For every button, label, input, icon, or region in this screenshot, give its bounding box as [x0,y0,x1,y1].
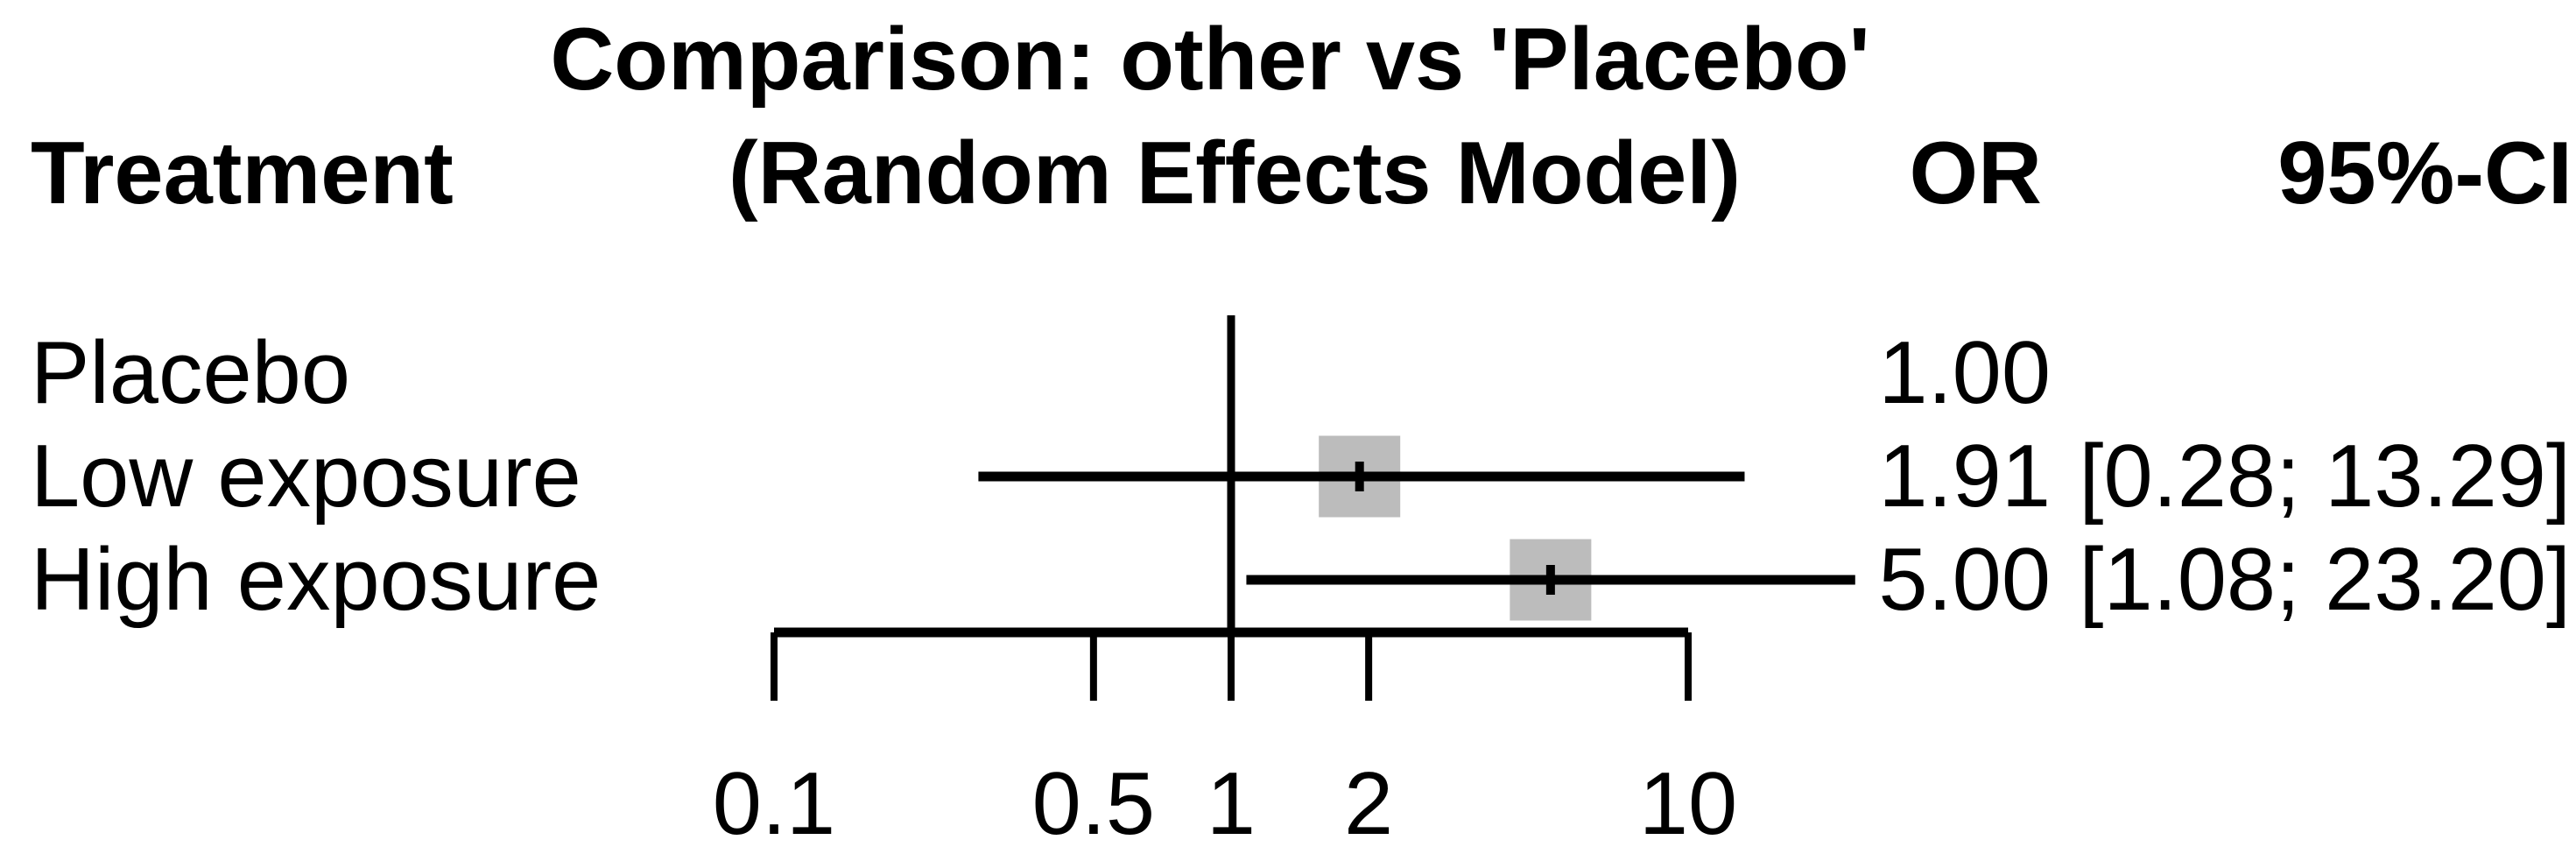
column-header-ci: 95%-CI [2277,124,2572,222]
row-treatment-label: High exposure [31,531,602,629]
row-ci-value: [0.28; 13.29] [2079,427,2571,526]
or-point-marker [1545,565,1555,595]
chart-title-line1: Comparison: other vs 'Placebo' [550,11,1870,109]
row-ci-value: [1.08; 23.20] [2079,531,2571,629]
column-header-treatment: Treatment [31,124,454,222]
x-axis-tick-label: 0.5 [1032,755,1155,853]
column-header-or: OR [1909,124,2043,222]
chart-title-line2: (Random Effects Model) [728,124,1741,222]
row-treatment-label: Placebo [31,324,350,422]
x-axis-tick-label: 1 [1207,755,1256,853]
row-treatment-label: Low exposure [31,427,581,526]
row-or-value: 1.91 [1878,427,2051,526]
row-or-value: 1.00 [1878,324,2051,422]
row-or-value: 5.00 [1878,531,2051,629]
x-axis-tick-label: 10 [1639,755,1737,853]
or-point-marker [1355,462,1364,491]
x-axis-tick-label: 2 [1344,755,1393,853]
x-axis-tick-label: 0.1 [713,755,835,853]
